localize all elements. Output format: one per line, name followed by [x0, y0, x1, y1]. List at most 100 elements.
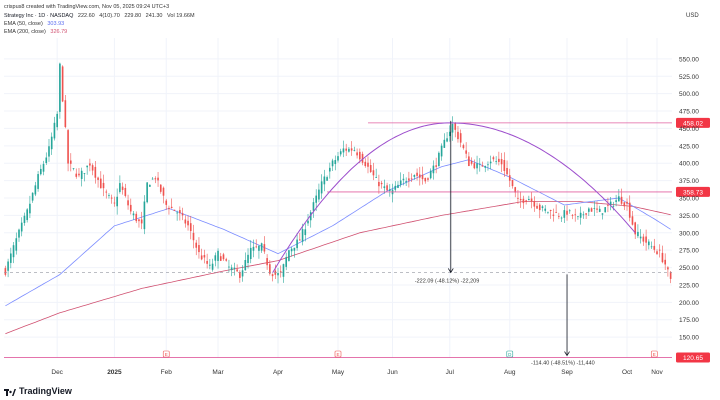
candle-body: [269, 264, 271, 274]
price-tick-label: 200.00: [679, 300, 699, 307]
candle-body: [203, 255, 206, 258]
candle-body: [612, 205, 615, 207]
ema50-line: [5, 159, 671, 307]
candle-body: [361, 153, 364, 163]
candle-body: [380, 182, 383, 185]
candle-body: [388, 189, 391, 191]
price-axis[interactable]: 150.00 175.00 200.00 225.00 250.00 275.00 300.…: [679, 56, 699, 341]
price-level-label: 358.73: [683, 189, 703, 196]
candle-body: [339, 151, 342, 155]
candle-body: [7, 261, 9, 271]
candle-body: [367, 162, 369, 167]
price-tick-label: 400.00: [679, 161, 699, 168]
candle-body: [402, 178, 405, 181]
candle-body: [375, 177, 377, 178]
tradingview-brand[interactable]: TradingView: [4, 386, 72, 397]
event-marker-letter: E: [336, 352, 339, 357]
candle-body: [588, 208, 590, 212]
price-tick-label: 350.00: [679, 196, 699, 203]
candle-body: [151, 178, 154, 180]
chart-credit: crispus8 created with TradingView.com, N…: [4, 4, 170, 10]
ema50-legend[interactable]: EMA (50, close) 303.93: [4, 21, 64, 27]
candle-body: [263, 244, 266, 252]
price-tick-label: 525.00: [679, 74, 699, 81]
ohlc-close: 241.30: [145, 13, 163, 19]
candle-body: [157, 177, 159, 181]
candle-body: [634, 222, 637, 235]
candle-body: [410, 178, 413, 180]
candle-body: [217, 250, 219, 261]
candle-body: [609, 201, 612, 206]
candle-body: [353, 150, 356, 151]
candle-body: [323, 176, 326, 185]
candle-body: [639, 236, 642, 239]
price-level-tag: [676, 186, 710, 197]
currency-label: USD: [686, 13, 699, 19]
time-tick-label: May: [332, 369, 345, 376]
candle-body: [187, 220, 189, 226]
candle-body: [590, 208, 593, 212]
candle-body: [320, 181, 323, 194]
candle-body: [149, 184, 151, 187]
price-tick-label: 225.00: [679, 282, 699, 289]
chart-overlays: -222.09 (-48.12%) -22,209 -114.40 (-48.51…: [4, 117, 710, 367]
candle-body: [244, 259, 247, 271]
candle-body: [541, 206, 544, 209]
candle-body: [560, 217, 563, 219]
candle-body: [200, 255, 203, 260]
candle-body: [519, 198, 522, 201]
candle-body: [413, 175, 416, 177]
candle-body: [304, 229, 307, 236]
ema200-legend[interactable]: EMA (200, close) 326.79: [4, 29, 67, 35]
candle-body: [628, 202, 631, 218]
candle-body: [110, 197, 113, 199]
candle-body: [113, 202, 116, 204]
candle-body: [26, 209, 28, 221]
price-tick-label: 150.00: [679, 335, 699, 342]
candle-body: [604, 207, 607, 213]
candle-body: [219, 256, 222, 261]
candle-body: [378, 181, 380, 187]
candle-body: [669, 271, 672, 279]
candle-body: [457, 131, 459, 140]
candle-body: [9, 253, 12, 263]
time-tick-label: Feb: [161, 369, 173, 376]
candle-body: [288, 250, 290, 261]
time-axis[interactable]: Dec 2025 Feb Mar Apr May Jun Jul Aug Sep Oct Nov: [51, 369, 663, 376]
candle-body: [121, 186, 124, 190]
candle-body: [176, 212, 178, 214]
candle-body: [503, 160, 506, 171]
candle-body: [408, 178, 410, 181]
candle-body: [658, 249, 661, 251]
candle-body: [637, 231, 639, 237]
candle-body: [536, 205, 538, 209]
candle-body: [329, 167, 331, 172]
candle-body: [260, 243, 263, 251]
candle-body: [514, 187, 517, 193]
candle-body: [78, 173, 80, 176]
candle-body: [97, 177, 99, 180]
price-tick-label: 500.00: [679, 91, 699, 98]
ema200-legend-label: EMA (200, close): [4, 29, 46, 35]
candle-body: [159, 184, 162, 192]
candle-body: [132, 213, 135, 216]
candle-body: [421, 174, 424, 180]
candle-body: [108, 195, 110, 196]
candle-body: [318, 189, 320, 200]
candle-body: [15, 238, 18, 251]
candle-body: [301, 229, 304, 242]
candle-body: [656, 251, 658, 255]
candle-body: [511, 179, 514, 187]
candle-body: [277, 273, 279, 276]
candle-body: [94, 166, 97, 178]
candle-body: [348, 148, 350, 152]
candle-body: [127, 200, 129, 206]
ema50-path: [5, 159, 671, 307]
candle-body: [473, 163, 476, 169]
candle-body: [331, 160, 334, 167]
time-tick-label: Jul: [446, 369, 455, 376]
candle-body: [653, 245, 656, 250]
measure-arrow-2-head: [564, 351, 570, 357]
candle-body: [642, 236, 645, 242]
